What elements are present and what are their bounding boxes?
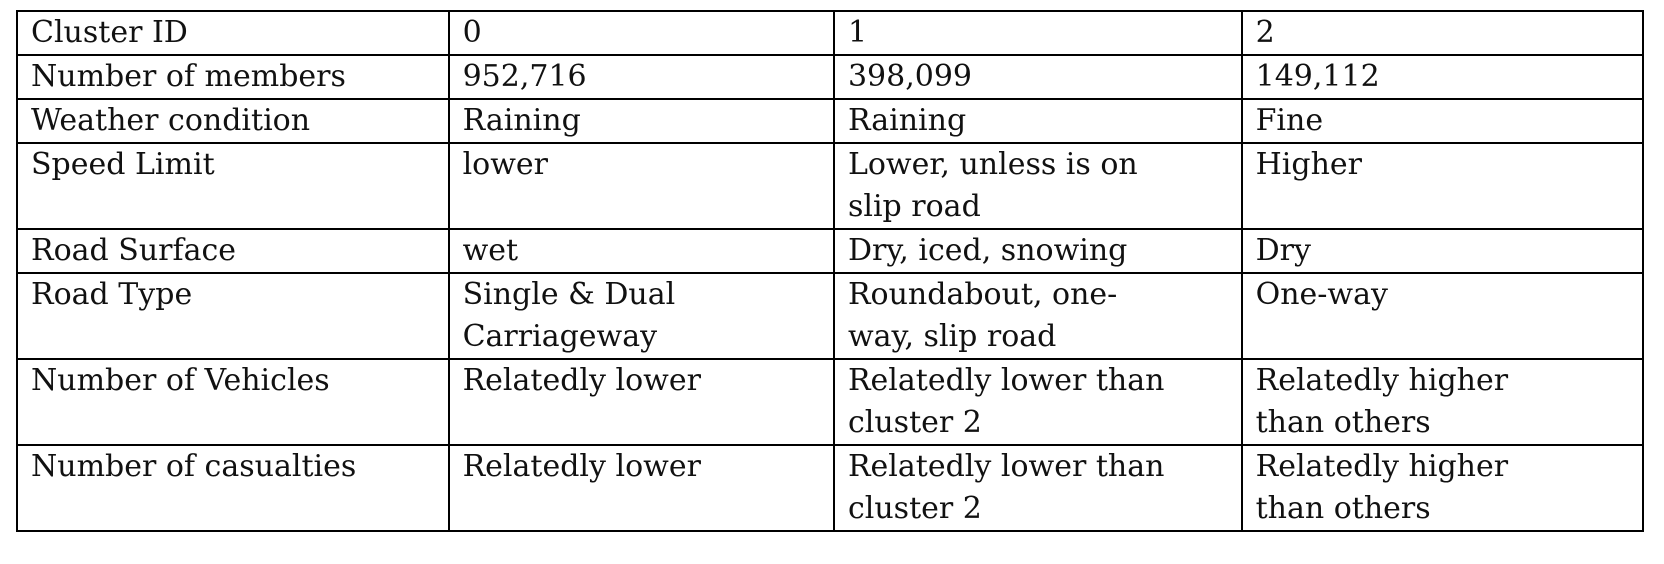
table-cell: Dry, iced, snowing — [832, 228, 1243, 274]
row-label: Weather condition — [16, 98, 450, 144]
table-row-weather-condition: Weather condition Raining Raining Fine — [16, 98, 1645, 144]
table-row-number-of-vehicles: Number of Vehicles Relatedly lower Relat… — [16, 358, 1645, 446]
table-cell: Single & Dual Carriageway — [447, 272, 835, 360]
cluster-table: Cluster ID 0 1 2 Number of members 952,7… — [16, 10, 1645, 532]
table-cell: Fine — [1240, 98, 1645, 144]
table-row-speed-limit: Speed Limit lower Lower, unless is on sli… — [16, 142, 1645, 230]
table-cell: Dry — [1240, 228, 1645, 274]
table-cell: 2 — [1240, 10, 1645, 56]
table-cell: 0 — [447, 10, 835, 56]
table-cell: 398,099 — [832, 54, 1243, 100]
table-cell: Lower, unless is on slip road — [832, 142, 1243, 230]
table-row-road-type: Road Type Single & Dual Carriageway Round… — [16, 272, 1645, 360]
table-cell: Higher — [1240, 142, 1645, 230]
row-label: Number of casualties — [16, 444, 450, 532]
table-cell: Relatedly higher than others — [1240, 444, 1645, 532]
row-label: Speed Limit — [16, 142, 450, 230]
table-cell: Relatedly lower — [447, 358, 835, 446]
table-cell: Raining — [447, 98, 835, 144]
table-cell: Roundabout, one-way, slip road — [832, 272, 1243, 360]
table-cell: Relatedly lower than cluster 2 — [832, 358, 1243, 446]
table-cell: Relatedly higher than others — [1240, 358, 1645, 446]
table-body: Cluster ID 0 1 2 Number of members 952,7… — [16, 10, 1645, 532]
table-cell: One-way — [1240, 272, 1645, 360]
table-cell: lower — [447, 142, 835, 230]
row-label: Number of members — [16, 54, 450, 100]
table-cell: Relatedly lower than cluster 2 — [832, 444, 1243, 532]
table-row-number-of-members: Number of members 952,716 398,099 149,11… — [16, 54, 1645, 100]
row-label: Road Surface — [16, 228, 450, 274]
table-cell: 952,716 — [447, 54, 835, 100]
table-cell: wet — [447, 228, 835, 274]
table-cell: 149,112 — [1240, 54, 1645, 100]
table-cell: 1 — [832, 10, 1243, 56]
table-cell: Raining — [832, 98, 1243, 144]
row-label: Number of Vehicles — [16, 358, 450, 446]
row-label: Road Type — [16, 272, 450, 360]
table-row-cluster-id: Cluster ID 0 1 2 — [16, 10, 1645, 56]
table-row-road-surface: Road Surface wet Dry, iced, snowing Dry — [16, 228, 1645, 274]
row-label: Cluster ID — [16, 10, 450, 56]
table-row-number-of-casualties: Number of casualties Relatedly lower Rel… — [16, 444, 1645, 532]
table-cell: Relatedly lower — [447, 444, 835, 532]
